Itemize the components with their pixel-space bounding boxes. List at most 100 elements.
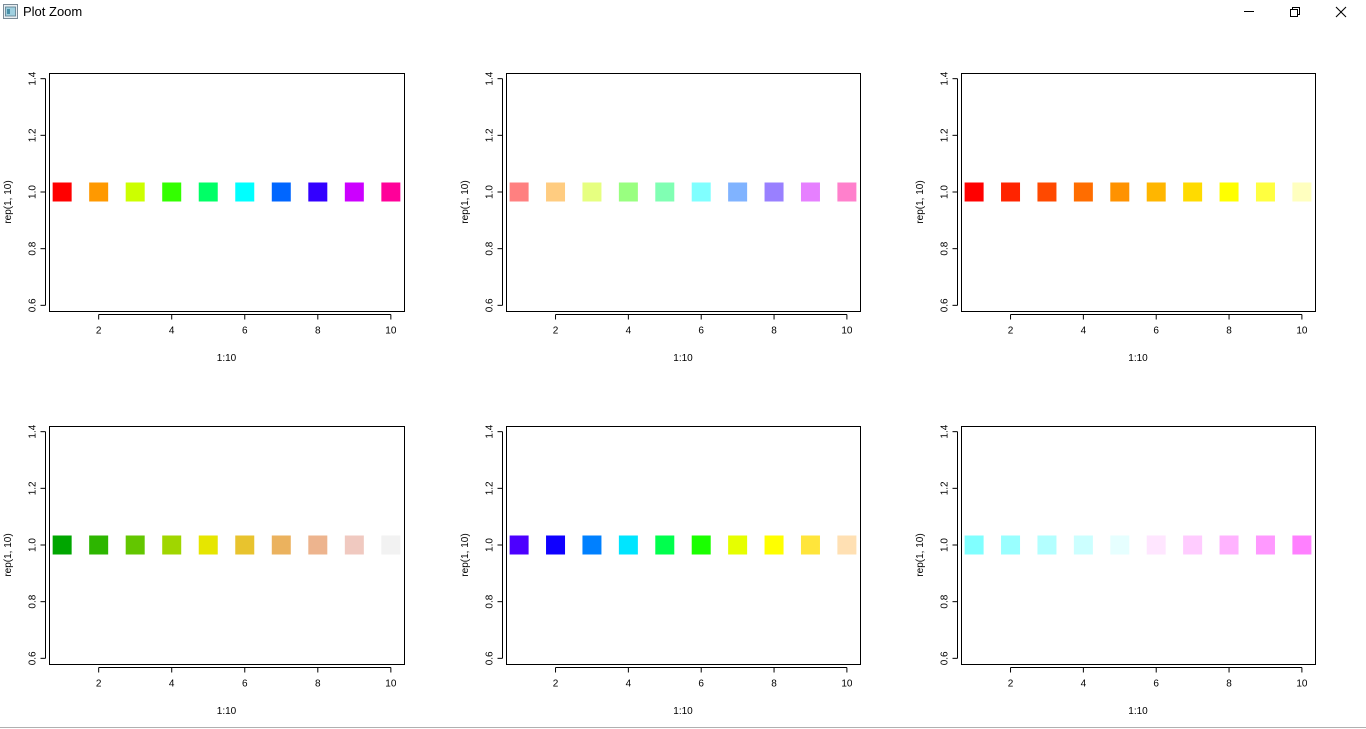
- data-point: [89, 182, 109, 202]
- data-point: [1255, 182, 1275, 202]
- restore-button[interactable]: [1272, 0, 1318, 24]
- data-point: [125, 535, 145, 555]
- y-tick-label: 1.4: [485, 71, 496, 85]
- plot-frame: [49, 73, 405, 312]
- data-point: [728, 535, 748, 555]
- y-axis-label: rep(1, 10): [460, 533, 471, 576]
- x-tick-label: 8: [315, 326, 321, 337]
- x-tick-label: 10: [385, 679, 397, 690]
- data-point: [1219, 182, 1239, 202]
- plot-frame: [961, 426, 1316, 665]
- data-point: [691, 535, 711, 555]
- x-tick-label: 10: [385, 326, 397, 337]
- data-point: [837, 182, 857, 202]
- y-tick-label: 0.6: [28, 651, 39, 665]
- plot-panel-5: 2 4 6 8 10 0.6 0.8 1.0 1.2 1.4 1:10 rep(1, 10): [460, 424, 861, 717]
- close-button[interactable]: [1318, 0, 1364, 24]
- minimize-button[interactable]: [1226, 0, 1272, 24]
- data-point: [125, 182, 145, 202]
- x-axis-label: 1:10: [217, 353, 237, 364]
- data-point: [964, 182, 984, 202]
- data-point: [964, 535, 984, 555]
- y-tick-label: 1.0: [940, 185, 951, 199]
- plot-panel-6: 2 4 6 8 10 0.6 0.8 1.0 1.2 1.4 1:10 rep(1, 10): [915, 424, 1316, 717]
- y-axis-label: rep(1, 10): [915, 533, 926, 576]
- data-point: [1037, 535, 1057, 555]
- x-tick-label: 6: [242, 326, 248, 337]
- x-tick-label: 6: [698, 326, 704, 337]
- y-tick-label: 0.6: [940, 298, 951, 312]
- y-axis-label: rep(1, 10): [3, 533, 14, 576]
- data-point: [1146, 535, 1166, 555]
- data-point: [1110, 535, 1130, 555]
- data-point: [1001, 535, 1021, 555]
- x-tick-label: 6: [1153, 679, 1159, 690]
- data-point: [308, 535, 328, 555]
- data-point: [546, 535, 566, 555]
- y-tick-label: 0.8: [485, 594, 496, 608]
- y-tick-label: 0.8: [485, 241, 496, 255]
- data-point: [1001, 182, 1021, 202]
- data-point: [344, 182, 364, 202]
- x-tick-label: 10: [841, 326, 853, 337]
- data-point: [691, 182, 711, 202]
- data-point: [728, 182, 748, 202]
- y-tick-label: 1.2: [940, 128, 951, 142]
- y-tick-label: 1.2: [485, 128, 496, 142]
- x-tick-label: 2: [96, 679, 102, 690]
- data-point: [1255, 535, 1275, 555]
- data-point: [1146, 182, 1166, 202]
- data-point: [655, 182, 675, 202]
- x-tick-label: 4: [1081, 326, 1087, 337]
- data-point: [1183, 182, 1203, 202]
- data-point: [764, 535, 784, 555]
- data-point: [1292, 182, 1312, 202]
- plot-frame: [506, 426, 861, 665]
- y-tick-label: 1.2: [28, 481, 39, 495]
- y-axis-label: rep(1, 10): [460, 180, 471, 223]
- y-tick-label: 0.6: [28, 298, 39, 312]
- x-tick-label: 4: [169, 679, 175, 690]
- data-point: [52, 535, 72, 555]
- x-axis-label: 1:10: [673, 706, 693, 717]
- x-tick-label: 2: [553, 326, 559, 337]
- data-point: [344, 535, 364, 555]
- x-tick-label: 6: [1153, 326, 1159, 337]
- title-bar[interactable]: Plot Zoom: [0, 0, 1366, 24]
- data-point: [89, 535, 109, 555]
- data-point: [162, 182, 182, 202]
- x-tick-label: 2: [1008, 326, 1014, 337]
- y-tick-label: 0.8: [940, 241, 951, 255]
- y-tick-label: 0.6: [485, 298, 496, 312]
- x-tick-label: 4: [626, 326, 632, 337]
- y-tick-label: 0.8: [28, 594, 39, 608]
- x-tick-label: 8: [315, 679, 321, 690]
- minimize-icon: [1244, 11, 1254, 12]
- plot-frame: [961, 73, 1316, 312]
- data-point: [655, 535, 675, 555]
- data-point: [198, 535, 218, 555]
- data-point: [1292, 535, 1312, 555]
- plot-panel-3: 2 4 6 8 10 0.6 0.8 1.0 1.2 1.4 1:10 rep(1, 10): [915, 71, 1316, 364]
- x-axis-label: 1:10: [673, 353, 693, 364]
- plot-frame: [49, 426, 405, 665]
- x-tick-label: 6: [242, 679, 248, 690]
- data-point: [198, 182, 218, 202]
- data-point: [381, 182, 401, 202]
- x-tick-label: 4: [1081, 679, 1087, 690]
- y-tick-label: 0.8: [28, 241, 39, 255]
- data-point: [546, 182, 566, 202]
- y-tick-label: 1.0: [28, 538, 39, 552]
- data-point: [1183, 535, 1203, 555]
- x-tick-label: 2: [553, 679, 559, 690]
- x-tick-label: 8: [771, 326, 777, 337]
- x-tick-label: 10: [841, 679, 853, 690]
- y-tick-label: 1.4: [28, 71, 39, 85]
- x-tick-label: 8: [771, 679, 777, 690]
- data-point: [837, 535, 857, 555]
- plot-panel-2: 2 4 6 8 10 0.6 0.8 1.0 1.2 1.4 1:10 rep(1, 10): [460, 71, 861, 364]
- window-bottom-border: [0, 727, 1366, 728]
- data-point: [618, 182, 638, 202]
- y-tick-label: 1.2: [28, 128, 39, 142]
